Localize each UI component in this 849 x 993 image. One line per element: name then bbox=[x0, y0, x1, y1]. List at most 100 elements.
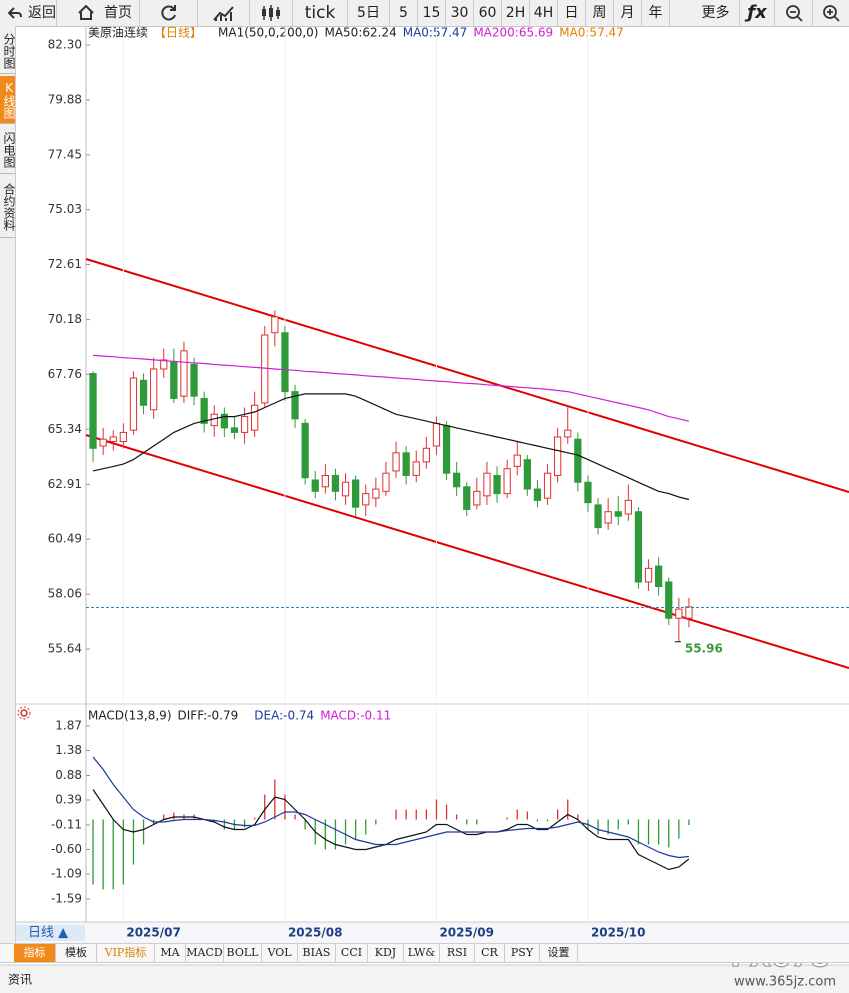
legend-item: MA0:57.47 bbox=[559, 26, 624, 40]
bottom-tab[interactable]: MA bbox=[155, 944, 186, 962]
side-bar bbox=[0, 26, 16, 944]
y-tick-label: -0.11 bbox=[51, 818, 82, 832]
candle-body bbox=[311, 479, 319, 492]
toolbar-button[interactable]: 返回 bbox=[0, 0, 57, 26]
candle-body bbox=[624, 499, 632, 515]
candle-body bbox=[200, 397, 208, 424]
candle-body bbox=[89, 373, 97, 449]
candle-body bbox=[644, 567, 653, 583]
bottom-tab[interactable]: BIAS bbox=[298, 944, 336, 962]
toolbar-button[interactable]: ƒx bbox=[740, 0, 775, 26]
candle-body bbox=[109, 436, 117, 442]
bottom-tab[interactable]: 指标 bbox=[14, 944, 56, 962]
zoom-out-button[interactable] bbox=[775, 0, 813, 26]
candle-body bbox=[665, 581, 673, 619]
toolbar-button[interactable]: 周 bbox=[586, 0, 614, 26]
toolbar-button[interactable]: 2H bbox=[502, 0, 530, 26]
y-tick-label: 55.64 bbox=[48, 642, 82, 656]
toolbar-button[interactable]: 5日 bbox=[348, 0, 390, 26]
bottom-tab[interactable]: 模板 bbox=[56, 944, 97, 962]
candle-body bbox=[220, 413, 228, 429]
macd-settings-icon[interactable] bbox=[17, 706, 31, 720]
toolbar-button[interactable]: 月 bbox=[614, 0, 642, 26]
bottom-tab[interactable]: CCI bbox=[336, 944, 368, 962]
candle-body bbox=[331, 474, 340, 492]
y-tick-label: 75.03 bbox=[48, 202, 82, 216]
indicator-line bbox=[92, 789, 690, 871]
candle-body bbox=[321, 474, 329, 488]
candle-type-button[interactable] bbox=[250, 0, 293, 26]
legend-item: MACD:-0.11 bbox=[320, 709, 391, 723]
toolbar-button[interactable]: 日 bbox=[558, 0, 586, 26]
candle-body bbox=[412, 461, 420, 476]
bottom-tab[interactable]: 设置 bbox=[540, 944, 578, 962]
bottom-tab[interactable]: PSY bbox=[505, 944, 540, 962]
refresh-button[interactable] bbox=[140, 0, 198, 26]
candle-body bbox=[554, 436, 562, 476]
bottom-tab[interactable]: VOL bbox=[262, 944, 298, 962]
toolbar-button[interactable]: tick bbox=[293, 0, 348, 26]
side-tab[interactable]: 闪电图 bbox=[0, 126, 16, 174]
indicator-line bbox=[92, 354, 690, 422]
candle-body bbox=[594, 504, 602, 529]
candle-body bbox=[685, 606, 693, 619]
candle-body bbox=[119, 431, 127, 442]
chart-type-button[interactable] bbox=[198, 0, 250, 26]
x-tick-label: 2025/10 bbox=[591, 926, 645, 940]
x-axis-band bbox=[15, 922, 849, 943]
bottom-tab[interactable]: CR bbox=[475, 944, 505, 962]
toolbar-button[interactable]: 15 bbox=[418, 0, 446, 26]
candle-body bbox=[614, 511, 622, 517]
period-button[interactable]: 日线 ▲ bbox=[28, 926, 68, 941]
toolbar-button[interactable]: 更多 bbox=[670, 0, 740, 26]
legend-item: DIFF:-0.79 bbox=[178, 709, 239, 723]
candle-body bbox=[190, 363, 198, 397]
y-tick-label: -0.60 bbox=[51, 842, 82, 856]
candle-body bbox=[150, 368, 158, 411]
y-tick-label: -1.09 bbox=[51, 867, 82, 881]
x-tick-label: 2025/09 bbox=[439, 926, 493, 940]
side-tab[interactable]: 分时图 bbox=[0, 28, 16, 74]
candle-body bbox=[483, 472, 491, 497]
candle-body bbox=[271, 316, 279, 334]
bottom-tab[interactable]: LW& bbox=[404, 944, 440, 962]
side-tab[interactable]: K线图 bbox=[0, 76, 16, 124]
candle-body bbox=[432, 422, 441, 447]
news-bar bbox=[0, 965, 849, 993]
legend-item: 美原油连续 bbox=[88, 25, 148, 40]
candle-body bbox=[473, 490, 481, 506]
toolbar-button[interactable]: 60 bbox=[474, 0, 502, 26]
bottom-tab[interactable]: VIP指标 bbox=[97, 944, 155, 962]
x-tick-label: 2025/07 bbox=[126, 926, 180, 940]
watermark-url: www.365jz.com bbox=[734, 975, 836, 990]
indicator-line bbox=[92, 393, 690, 501]
news-tab[interactable]: 资讯 bbox=[8, 973, 32, 987]
toolbar-button[interactable]: 4H bbox=[530, 0, 558, 26]
bottom-tab[interactable]: BOLL bbox=[224, 944, 262, 962]
zoom-in-button[interactable] bbox=[813, 0, 849, 26]
y-tick-label: 77.45 bbox=[48, 147, 82, 161]
home-icon[interactable] bbox=[78, 5, 94, 20]
bottom-tab[interactable]: MACD bbox=[186, 944, 224, 962]
toolbar-button[interactable]: 5 bbox=[390, 0, 418, 26]
back-icon[interactable] bbox=[8, 6, 22, 20]
y-tick-label: 0.88 bbox=[55, 768, 82, 782]
candle-body bbox=[352, 479, 360, 508]
candle-body bbox=[180, 350, 188, 397]
toolbar-button[interactable]: 30 bbox=[446, 0, 474, 26]
candle-body bbox=[604, 511, 612, 524]
legend-item: DEA:-0.74 bbox=[254, 709, 314, 723]
y-tick-label: 1.38 bbox=[55, 743, 82, 757]
y-tick-label: 67.76 bbox=[48, 367, 82, 381]
bottom-tab[interactable]: KDJ bbox=[368, 944, 404, 962]
toolbar-button[interactable]: 年 bbox=[642, 0, 670, 26]
candle-body bbox=[675, 608, 683, 619]
side-tab[interactable]: 合约资料 bbox=[0, 176, 16, 238]
toolbar-button[interactable]: 首页 bbox=[57, 0, 140, 26]
candle-body bbox=[513, 454, 521, 467]
y-tick-label: 65.34 bbox=[48, 422, 82, 436]
toolbar bbox=[0, 0, 849, 27]
bottom-tab[interactable]: RSI bbox=[440, 944, 475, 962]
legend-item: MACD(13,8,9) bbox=[88, 709, 172, 723]
